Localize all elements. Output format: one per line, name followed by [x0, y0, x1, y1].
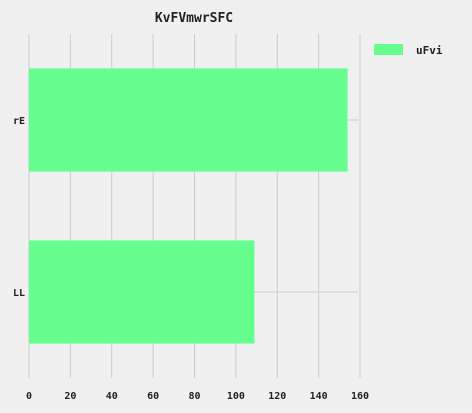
- bars: [29, 68, 348, 344]
- legend: uFvi: [374, 44, 443, 57]
- x-tick-label: 60: [147, 391, 159, 402]
- bar: [29, 240, 255, 344]
- x-tick-label: 160: [351, 391, 369, 402]
- y-tick-labels: rE LL: [13, 116, 25, 299]
- x-tick-labels: 0 20 40 60 80 100 120 140 160: [26, 391, 369, 402]
- y-tick-label: LL: [13, 288, 25, 299]
- x-tick-label: 20: [64, 391, 76, 402]
- x-tick-label: 140: [310, 391, 328, 402]
- x-tick-label: 100: [227, 391, 245, 402]
- y-tick-label: rE: [13, 116, 25, 127]
- legend-swatch: [374, 44, 403, 55]
- chart-title: KvFVmwrSFC: [155, 11, 233, 26]
- x-tick-label: 40: [106, 391, 118, 402]
- x-tick-label: 120: [268, 391, 286, 402]
- x-tick-label: 80: [188, 391, 200, 402]
- legend-label: uFvi: [416, 44, 443, 57]
- bar: [29, 68, 348, 172]
- x-tick-label: 0: [26, 391, 32, 402]
